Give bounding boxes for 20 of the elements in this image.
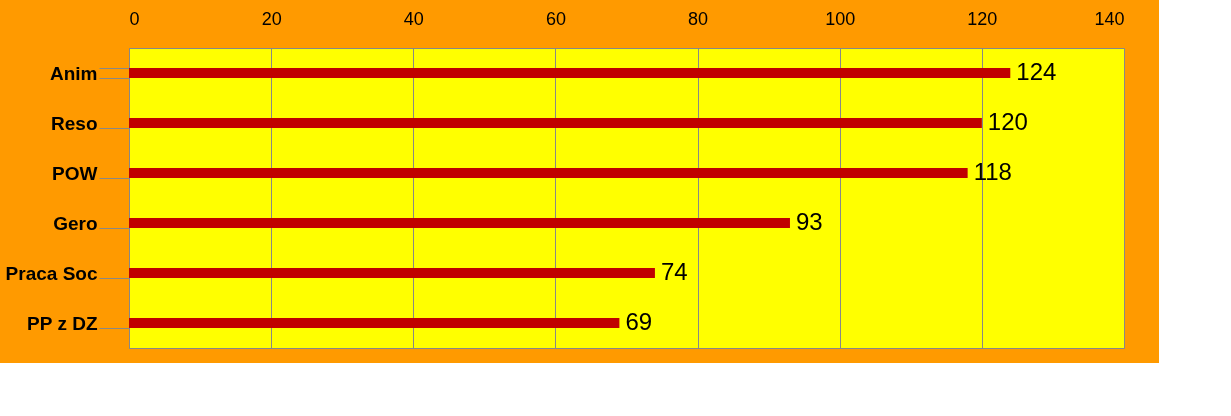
y-tick-label: Praca Soc bbox=[5, 262, 98, 284]
y-tick-label: Reso bbox=[51, 112, 98, 134]
data-label: 74 bbox=[660, 258, 688, 285]
x-tick-label: 40 bbox=[403, 8, 424, 29]
data-label: 124 bbox=[1016, 58, 1057, 85]
data-label: 120 bbox=[987, 108, 1028, 135]
x-tick-label: 120 bbox=[967, 8, 998, 29]
data-label: 93 bbox=[795, 208, 823, 235]
x-tick-label: 20 bbox=[261, 8, 282, 29]
x-tick-label: 100 bbox=[825, 8, 856, 29]
y-tick-label: Gero bbox=[53, 212, 98, 234]
y-tick-label: Anim bbox=[50, 62, 98, 84]
y-tick-label: PP z DZ bbox=[27, 312, 98, 334]
x-tick-label: 80 bbox=[688, 8, 709, 29]
x-tick-label: 60 bbox=[545, 8, 566, 29]
x-tick-label: 140 bbox=[1094, 8, 1125, 29]
x-tick-label: 0 bbox=[129, 8, 140, 29]
y-tick-label: POW bbox=[52, 162, 98, 184]
data-label: 69 bbox=[625, 308, 653, 335]
data-label: 118 bbox=[973, 158, 1012, 185]
